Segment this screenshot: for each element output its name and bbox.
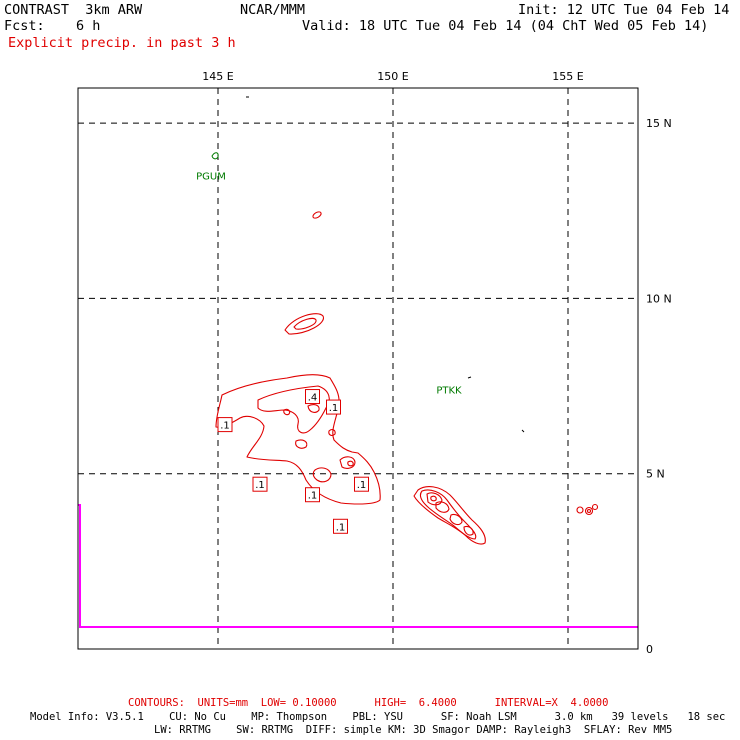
contour-cell-small-c (312, 467, 332, 483)
valid-time: Valid: 18 UTC Tue 04 Feb 14 (04 ChT Wed … (302, 18, 709, 34)
contour-label-box (326, 399, 341, 415)
fcst-value: 6 h (76, 18, 101, 34)
contour-label-box (217, 417, 233, 433)
contour-label-box (354, 476, 369, 492)
chart-title: CONTRAST 3km ARW (4, 2, 143, 18)
station-label: PGUM (196, 172, 226, 183)
contour-east-core-e (430, 495, 437, 502)
contour-label: .1 (357, 480, 367, 491)
island-speck-chuuk (467, 376, 472, 379)
contour-east-mid (419, 489, 477, 540)
contour-east-core-c (449, 513, 463, 526)
island-speck-pohnpei (521, 429, 525, 433)
contour-label: .1 (329, 403, 339, 414)
contour-cell-small-d (339, 456, 356, 469)
field-description: Explicit precip. in past 3 h (8, 35, 236, 51)
axis-tick-labels: 145 E 150 E 155 E 0 5 N 10 N 15 N (202, 70, 671, 656)
guam-outline (211, 152, 219, 160)
y-tick-label: 15 N (646, 117, 672, 130)
x-tick-label: 145 E (202, 70, 233, 83)
contour-band-inner (293, 317, 317, 330)
center-label: NCAR/MMM (240, 2, 306, 18)
precip-contour-map: .1 .4 .1 .1 .1 .1 .1 PGUM PTKK 145 E 150 E 155 E 0… (77, 70, 672, 656)
contour-label: .1 (255, 480, 265, 491)
grid-lines (78, 88, 638, 649)
contour-east-core-a (426, 492, 443, 506)
contour-label-box (333, 518, 348, 534)
model-info-line2: LW: RRTMG SW: RRTMG DIFF: simple KM: 3D … (154, 724, 673, 736)
contour-east-core-d (463, 525, 474, 536)
contour-far-east-d (586, 508, 592, 514)
contour-label-box (305, 389, 320, 405)
contour-far-east-a (576, 506, 584, 514)
domain-boundary-line (78, 504, 638, 628)
contour-far-east-b (584, 506, 594, 516)
contour-labels: .1 .4 .1 .1 .1 .1 .1 (217, 389, 369, 534)
contour-cell-small-f (328, 429, 336, 436)
contour-label-box (305, 487, 320, 503)
contour-cell-north (312, 211, 322, 219)
contour-cell-small-e (347, 460, 354, 467)
contour-cell-small-a (295, 439, 308, 449)
contour-label: .4 (308, 393, 318, 404)
y-tick-label: 5 N (646, 468, 665, 481)
station-label: PTKK (436, 386, 462, 397)
y-tick-label: 0 (646, 643, 653, 656)
contour-main-core (307, 404, 320, 413)
x-tick-label: 150 E (377, 70, 408, 83)
fcst-label: Fcst: (4, 18, 45, 34)
contour-label: .1 (308, 491, 318, 502)
plot-frame (77, 87, 639, 650)
y-tick-label: 10 N (646, 292, 672, 305)
contour-cell-small-b (283, 408, 291, 416)
contour-far-east-c (591, 503, 599, 511)
station-labels: PGUM PTKK (196, 172, 462, 397)
x-tick-label: 155 E (552, 70, 583, 83)
contour-label: .1 (336, 522, 346, 533)
contour-label: .1 (220, 421, 230, 432)
contour-main-outer (215, 374, 381, 505)
contour-info: CONTOURS: UNITS=mm LOW= 0.10000 HIGH= 6.… (128, 697, 609, 709)
contour-label-box (252, 476, 268, 492)
precip-contours (215, 211, 599, 545)
contour-band-outer (284, 313, 324, 335)
model-info-line1: Model Info: V3.5.1 CU: No Cu MP: Thompso… (30, 711, 726, 723)
init-time: Init: 12 UTC Tue 04 Feb 14 (518, 2, 730, 18)
contour-east-outer (413, 486, 486, 545)
contour-east-core-b (435, 501, 450, 513)
